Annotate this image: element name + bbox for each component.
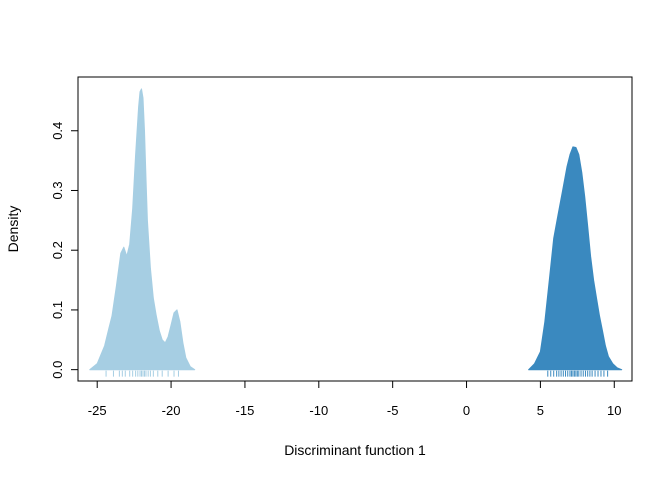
x-axis: -25 -20 -15 -10 -5 0 5 10: [88, 380, 622, 418]
y-tick-label-1: 0.1: [50, 301, 65, 319]
density-areas: [89, 88, 623, 371]
x-tick-label-5: 0: [463, 403, 470, 418]
density-area-2: [528, 146, 623, 371]
x-tick-label-7: 10: [607, 403, 621, 418]
x-tick-label-6: 5: [537, 403, 544, 418]
x-tick-label-1: -20: [162, 403, 181, 418]
x-tick-label-4: -5: [387, 403, 399, 418]
y-axis-label: Density: [5, 206, 21, 253]
y-tick-label-2: 0.2: [50, 241, 65, 259]
x-tick-label-2: -15: [236, 403, 255, 418]
rug-marks: [105, 370, 609, 377]
y-axis: 0.0 0.1 0.2 0.3 0.4: [50, 122, 79, 379]
x-axis-label: Discriminant function 1: [284, 442, 426, 458]
x-tick-label-0: -25: [88, 403, 107, 418]
x-tick-label-3: -10: [309, 403, 328, 418]
density-area-1: [89, 88, 196, 371]
y-tick-label-3: 0.3: [50, 181, 65, 199]
y-tick-label-4: 0.4: [50, 122, 65, 140]
y-tick-label-0: 0.0: [50, 361, 65, 379]
